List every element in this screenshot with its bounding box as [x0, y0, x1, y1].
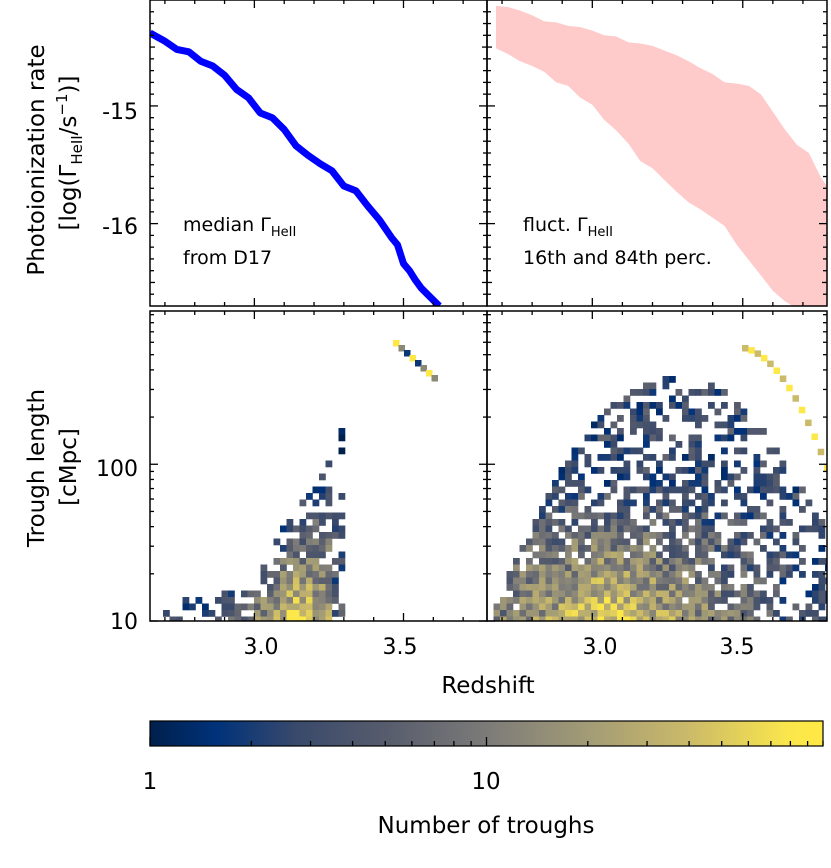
y-axis-label-top-line1: Photoionization rate: [24, 44, 50, 275]
annotation-median: median ΓHeII: [183, 214, 296, 240]
colorbar-ticks: [149, 737, 824, 746]
y-axis-label-bottom-line2: [cMpc]: [56, 428, 82, 506]
annotation-median-source: from D17: [183, 247, 272, 269]
annotation-fluct: fluct. ΓHeII: [523, 214, 613, 240]
svg-text:[log(ΓHeII/s−1)]: [log(ΓHeII/s−1)]: [53, 76, 86, 231]
median-line: [150, 29, 442, 306]
bottom-left-heatmap: [163, 340, 438, 621]
percentile-band: [496, 5, 827, 306]
top-left-plot: [150, 29, 442, 306]
ytick-label--16: -16: [102, 215, 138, 240]
svg-text:Trough length: Trough length: [24, 389, 50, 548]
svg-text:[cMpc]: [cMpc]: [56, 428, 82, 506]
y-axis-label-bottom-line1: Trough length: [24, 389, 50, 548]
bottom-right-heatmap: [493, 345, 827, 621]
xtick-label-left-3.0: 3.0: [244, 635, 279, 660]
axis-ticks: [150, 0, 827, 622]
xtick-label-right-3.0: 3.0: [583, 635, 618, 660]
colorbar-label: Number of troughs: [378, 813, 595, 839]
ytick-label-10: 10: [110, 610, 138, 635]
annotation-percentiles: 16th and 84th perc.: [523, 247, 712, 269]
colorbar-tick-label-10: 10: [471, 769, 500, 795]
x-axis-label: Redshift: [441, 673, 534, 699]
ytick-label-100: 100: [96, 457, 138, 482]
xtick-label-left-3.5: 3.5: [383, 635, 418, 660]
xtick-label-right-3.5: 3.5: [720, 635, 755, 660]
svg-text:Photoionization rate: Photoionization rate: [24, 44, 50, 275]
colorbar-tick-label-1: 1: [143, 769, 158, 795]
frame-bottom-right: [486, 310, 828, 622]
ytick-label--15: -15: [102, 100, 138, 125]
y-axis-label-top-line2: [log(ΓHeII/s−1)]: [53, 76, 86, 231]
top-right-plot: [496, 5, 827, 306]
